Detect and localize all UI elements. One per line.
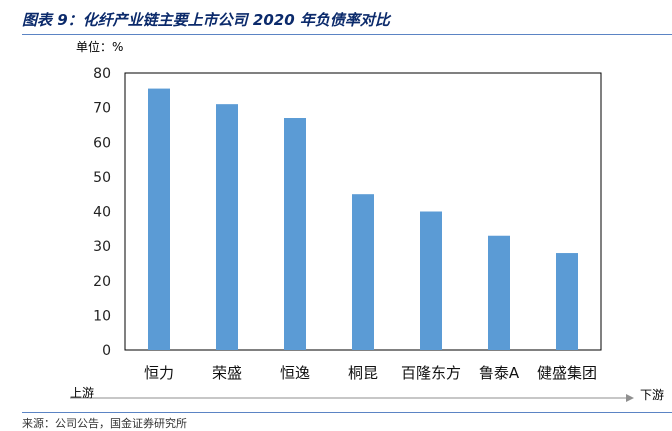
x-tick-label: 荣盛 — [212, 364, 242, 382]
x-tick-label: 恒力 — [144, 364, 174, 382]
bar-1 — [148, 88, 170, 351]
y-tick-label: 70 — [93, 101, 111, 117]
source-divider — [22, 412, 672, 413]
y-tick-label: 50 — [93, 170, 111, 186]
y-tick-label: 40 — [93, 205, 111, 221]
bar-2 — [216, 104, 238, 350]
bar-5 — [420, 211, 442, 350]
bars — [148, 88, 578, 351]
x-tick-label: 桐昆 — [348, 364, 378, 382]
flow-arrow-head — [626, 394, 634, 402]
y-tick-label: 10 — [93, 308, 111, 324]
bar-7 — [556, 253, 578, 350]
y-tick-label: 20 — [93, 274, 111, 290]
x-tick-label: 恒逸 — [280, 364, 310, 382]
downstream-label: 下游 — [640, 388, 665, 402]
upstream-label: 上游 — [70, 386, 95, 400]
y-axis: 0 10 20 30 40 50 60 70 80 — [93, 66, 111, 359]
title-divider — [22, 34, 672, 35]
y-tick-label: 30 — [93, 239, 111, 255]
x-tick-label: 百隆东方 — [401, 364, 461, 382]
x-tick-label: 健盛集团 — [537, 364, 597, 382]
y-tick-label: 80 — [93, 66, 111, 82]
x-tick-label: 鲁泰A — [479, 364, 520, 382]
unit-label: 单位：% — [76, 40, 124, 54]
bar-4 — [352, 194, 374, 350]
y-tick-label: 60 — [93, 135, 111, 151]
y-tick-label: 0 — [102, 343, 111, 359]
source-note: 来源：公司公告，国金证券研究所 — [22, 417, 187, 430]
bar-6 — [488, 235, 510, 350]
bar-3 — [284, 118, 306, 350]
chart-title: 图表 9：化纤产业链主要上市公司 2020 年负债率对比 — [22, 11, 390, 29]
x-axis: 恒力 荣盛 恒逸 桐昆 百隆东方 鲁泰A 健盛集团 — [144, 364, 597, 382]
